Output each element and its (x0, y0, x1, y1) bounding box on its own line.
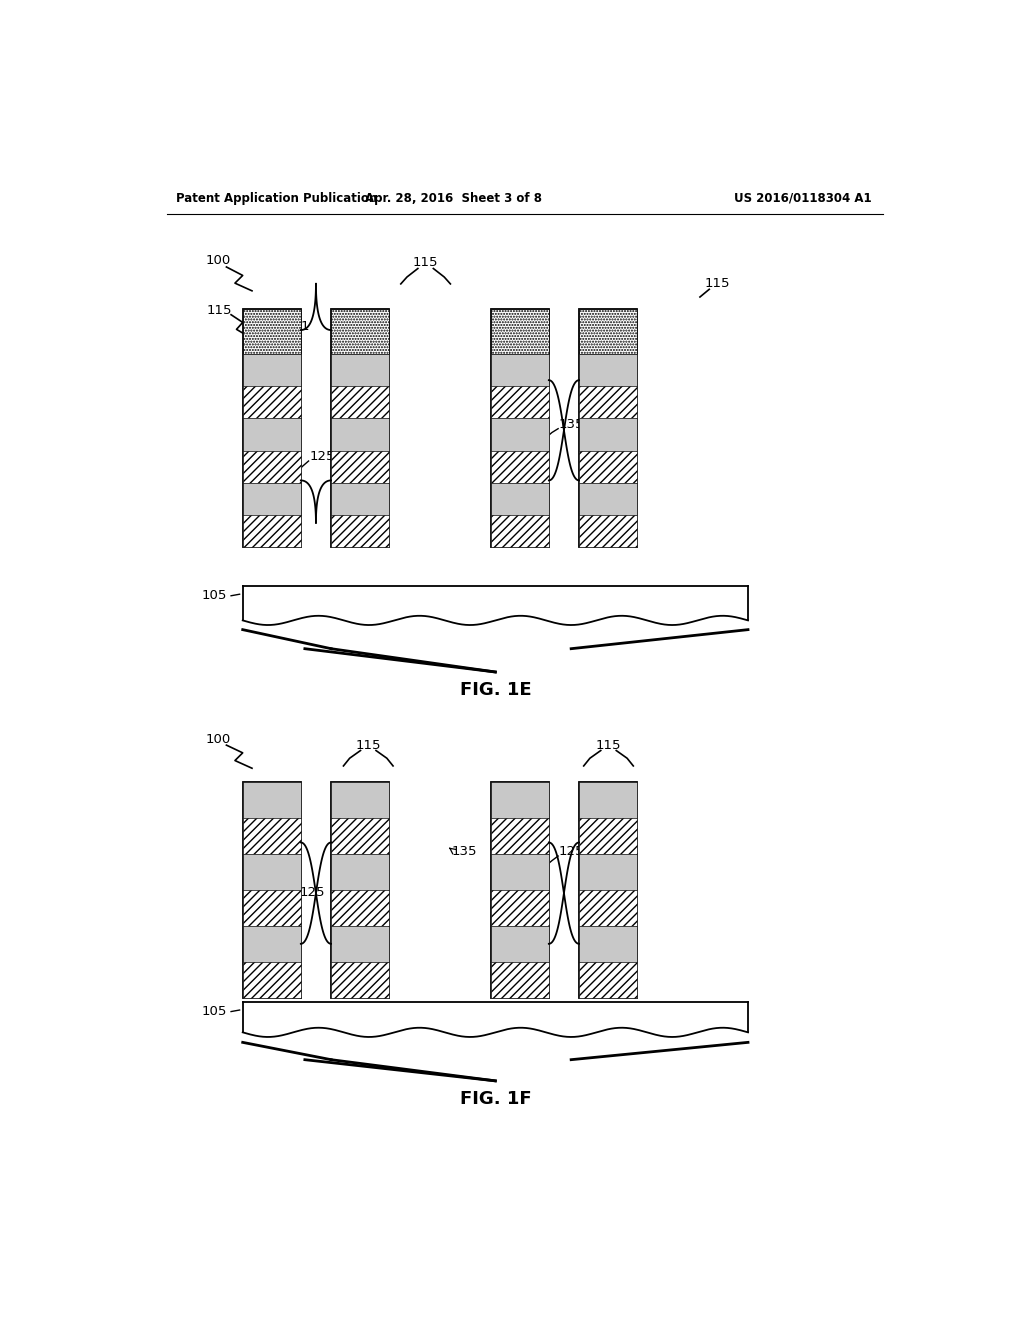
Text: 115: 115 (207, 304, 232, 317)
Text: 100: 100 (205, 733, 230, 746)
Bar (243, 309, 301, 548)
Text: 115: 115 (355, 739, 381, 751)
Bar (579, 483, 637, 515)
Bar (490, 418, 549, 450)
Bar (579, 309, 637, 548)
Bar (243, 781, 301, 998)
Bar (243, 781, 301, 818)
Bar (490, 818, 549, 854)
Bar (490, 890, 549, 925)
Text: 125: 125 (559, 845, 585, 858)
Bar (243, 450, 301, 483)
Bar (490, 354, 549, 387)
Bar (243, 818, 301, 854)
Bar (579, 781, 637, 998)
Text: 115: 115 (596, 739, 622, 751)
Bar (579, 515, 637, 548)
Bar (579, 354, 637, 387)
Bar (331, 354, 389, 387)
Bar (243, 309, 301, 354)
Bar (490, 781, 549, 998)
Text: 105: 105 (202, 1005, 227, 1018)
Bar (579, 309, 637, 354)
Bar (331, 962, 389, 998)
Bar (331, 890, 389, 925)
Bar (579, 925, 637, 962)
Bar (579, 890, 637, 925)
Bar (331, 781, 389, 818)
Bar (331, 818, 389, 854)
Bar (243, 483, 301, 515)
Bar (579, 854, 637, 890)
Bar (579, 418, 637, 450)
Bar (490, 781, 549, 818)
Bar (331, 781, 389, 998)
Bar (579, 387, 637, 418)
Text: Patent Application Publication: Patent Application Publication (176, 191, 377, 205)
Bar (243, 418, 301, 450)
Text: 135: 135 (452, 845, 477, 858)
Bar (490, 450, 549, 483)
Text: 115: 115 (413, 256, 438, 269)
Bar (331, 515, 389, 548)
Text: 125: 125 (309, 450, 335, 463)
Bar (490, 962, 549, 998)
Bar (243, 890, 301, 925)
Text: 125: 125 (300, 886, 326, 899)
Text: 100: 100 (205, 255, 230, 268)
Bar (243, 962, 301, 998)
Bar (331, 387, 389, 418)
Bar (490, 387, 549, 418)
Bar (331, 309, 389, 548)
Bar (490, 854, 549, 890)
Text: US 2016/0118304 A1: US 2016/0118304 A1 (734, 191, 872, 205)
Bar (331, 450, 389, 483)
Text: Apr. 28, 2016  Sheet 3 of 8: Apr. 28, 2016 Sheet 3 of 8 (365, 191, 542, 205)
Bar (243, 354, 301, 387)
Text: FIG. 1F: FIG. 1F (460, 1090, 531, 1109)
Bar (490, 309, 549, 354)
Text: 151: 151 (285, 319, 309, 333)
Bar (243, 854, 301, 890)
Bar (243, 925, 301, 962)
Bar (579, 781, 637, 818)
Bar (579, 450, 637, 483)
Bar (579, 962, 637, 998)
Text: FIG. 1E: FIG. 1E (460, 681, 531, 698)
Bar (243, 515, 301, 548)
Bar (243, 387, 301, 418)
Bar (331, 925, 389, 962)
Text: 115: 115 (705, 277, 730, 290)
Bar (331, 309, 389, 354)
Bar (490, 483, 549, 515)
Bar (490, 309, 549, 548)
Bar (331, 854, 389, 890)
Text: 105: 105 (202, 589, 227, 602)
Bar (331, 483, 389, 515)
Bar (331, 418, 389, 450)
Bar (579, 818, 637, 854)
Text: 135: 135 (559, 417, 585, 430)
Bar (490, 925, 549, 962)
Bar (490, 515, 549, 548)
Text: 151: 151 (524, 319, 550, 333)
